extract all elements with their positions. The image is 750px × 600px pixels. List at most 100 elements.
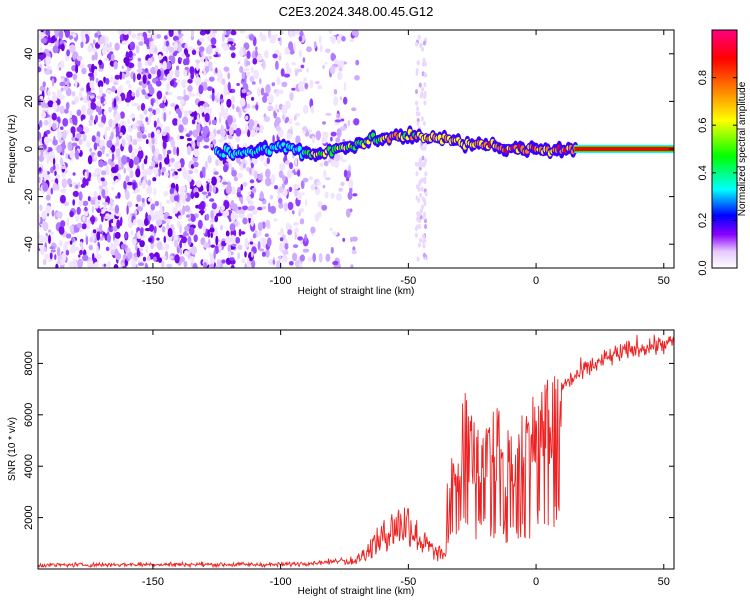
spectrogram-noise-cell xyxy=(125,80,131,85)
spectrogram-noise-cell xyxy=(182,116,189,125)
spectrogram-noise-cell xyxy=(72,199,76,206)
spectrogram-noise-cell xyxy=(181,52,185,58)
spectrogram-noise-cell xyxy=(257,87,261,97)
spectrogram-noise-cell xyxy=(69,210,74,218)
spectrogram-noise-cell xyxy=(182,205,186,216)
snr-frame xyxy=(37,329,675,570)
spectrogram-noise-cell xyxy=(128,84,133,89)
spectrogram-noise-cell xyxy=(257,206,263,211)
spectrogram-noise-cell xyxy=(249,179,255,184)
spectrogram-noise-cell xyxy=(268,259,275,265)
spectrogram-noise-cell xyxy=(247,191,252,195)
spectrogram-noise-cell xyxy=(110,75,113,83)
spectrogram-noise-cell xyxy=(170,157,175,163)
spectrogram-noise-cell xyxy=(132,138,138,146)
spectrogram-noise-cell xyxy=(351,107,357,112)
spectrogram-noise-cell xyxy=(338,187,343,192)
spectrogram-noise-cell xyxy=(112,181,116,185)
spectrogram-noise-cell xyxy=(176,134,180,141)
spectrogram-noise-cell xyxy=(135,89,140,98)
spectrogram-noise-cell xyxy=(167,215,173,220)
spectrogram-noise-cell xyxy=(136,73,142,81)
spectrogram-noise-cell xyxy=(242,205,249,211)
spectrogram-noise-cell xyxy=(189,66,195,75)
spectrogram-noise-cell xyxy=(76,206,81,215)
spectrogram-noise-cell xyxy=(120,243,127,250)
spectrogram-noise-cell xyxy=(49,231,55,235)
spectrogram-noise-cell xyxy=(58,240,63,247)
spectrogram-noise-cell xyxy=(149,165,154,170)
spectrogram-noise-cell xyxy=(224,108,229,114)
colorbar-frame xyxy=(711,29,738,269)
spectrogram-noise-cell xyxy=(163,235,167,244)
spectrogram-noise-cell xyxy=(164,243,170,250)
spectrogram-noise-cell xyxy=(51,209,55,217)
spectrogram-noise-cell xyxy=(346,176,350,182)
spectrogram-noise-cell xyxy=(223,85,228,96)
spectrogram-noise-cell xyxy=(281,81,288,88)
spectrogram-noise-cell xyxy=(123,57,128,64)
spectrogram-noise-cell xyxy=(136,131,143,139)
spectrogram-noise-cell xyxy=(329,35,337,43)
spectrogram-noise-cell xyxy=(172,208,178,214)
spectrogram-noise-cell xyxy=(343,81,347,91)
spectrogram-noise-cell xyxy=(231,169,238,177)
spectrogram-noise-cell xyxy=(423,160,427,166)
snr-x-tick-label: 50 xyxy=(658,576,670,588)
spectrogram-x-label: Height of straight line (km) xyxy=(298,286,415,297)
spectrogram-noise-cell xyxy=(88,120,94,124)
spectrogram-noise-cell xyxy=(38,176,41,184)
spectrogram-noise-cell xyxy=(146,185,153,195)
spectrogram-noise-cell xyxy=(267,105,274,111)
spectrogram-noise-cell xyxy=(45,30,51,36)
spectrogram-noise-cell xyxy=(304,233,307,243)
spectrogram-noise-cell xyxy=(115,195,119,199)
spectrogram-noise-cell xyxy=(116,219,121,230)
spectrogram-noise-cell xyxy=(275,89,280,97)
spectrogram-noise-cell xyxy=(299,239,304,245)
spectrogram-noise-cell xyxy=(130,113,136,119)
spectrogram-noise-cell xyxy=(93,66,98,70)
spectrogram-noise-cell xyxy=(110,161,115,167)
spectrogram-noise-cell xyxy=(175,65,180,71)
spectrogram-noise-cell xyxy=(208,184,213,193)
spectrogram-noise-cell xyxy=(259,77,262,85)
spectrogram-noise-cell xyxy=(196,92,200,97)
spectrogram-noise-cell xyxy=(421,233,425,239)
spectrogram-noise-cell xyxy=(136,35,141,41)
spectrogram-noise-cell xyxy=(142,74,147,84)
spectrogram-noise-cell xyxy=(191,119,196,125)
spectrogram-noise-cell xyxy=(187,85,193,92)
spectrogram-noise-cell xyxy=(50,187,53,195)
spectrogram-noise-cell xyxy=(156,241,163,251)
spectrogram-noise-cell xyxy=(342,237,346,242)
spectrogram-noise-cell xyxy=(205,56,208,61)
spectrogram-noise-cell xyxy=(160,206,163,216)
spectrogram-noise-cell xyxy=(417,212,421,218)
spectrogram-noise-cell xyxy=(275,260,282,268)
spectrogram-noise-cell xyxy=(328,30,333,35)
spectrogram-noise-cell xyxy=(245,125,248,135)
spectrogram-noise-cell xyxy=(137,59,142,70)
spectrogram-noise-cell xyxy=(278,186,284,193)
spectrogram-noise-cell xyxy=(104,129,108,140)
spectrogram-noise-cell xyxy=(114,248,119,258)
spectrogram-noise-cell xyxy=(131,33,137,39)
spectrogram-noise-cell xyxy=(195,73,199,77)
spectrogram-noise-cell xyxy=(96,95,102,99)
spectrogram-noise-cell xyxy=(79,241,83,248)
spectrogram-noise-cell xyxy=(334,119,342,123)
spectrogram-noise-cell xyxy=(301,126,308,131)
spectrogram-noise-cell xyxy=(136,104,141,111)
spectrogram-noise-cell xyxy=(105,89,112,94)
spectrogram-noise-cell xyxy=(267,237,272,247)
spectrogram-noise-cell xyxy=(163,147,166,157)
spectrogram-noise-cell xyxy=(167,91,173,96)
spectrogram-noise-cell xyxy=(257,231,262,237)
spectrogram-noise-cell xyxy=(322,184,326,189)
spectrogram-noise-cell xyxy=(44,253,49,260)
snr-y-axis: 2000 4000 6000 8000 xyxy=(23,351,674,530)
spectrogram-noise-cell xyxy=(292,183,299,190)
spectrogram-noise-cell xyxy=(119,132,123,137)
spectrogram-noise-cell xyxy=(318,252,323,263)
